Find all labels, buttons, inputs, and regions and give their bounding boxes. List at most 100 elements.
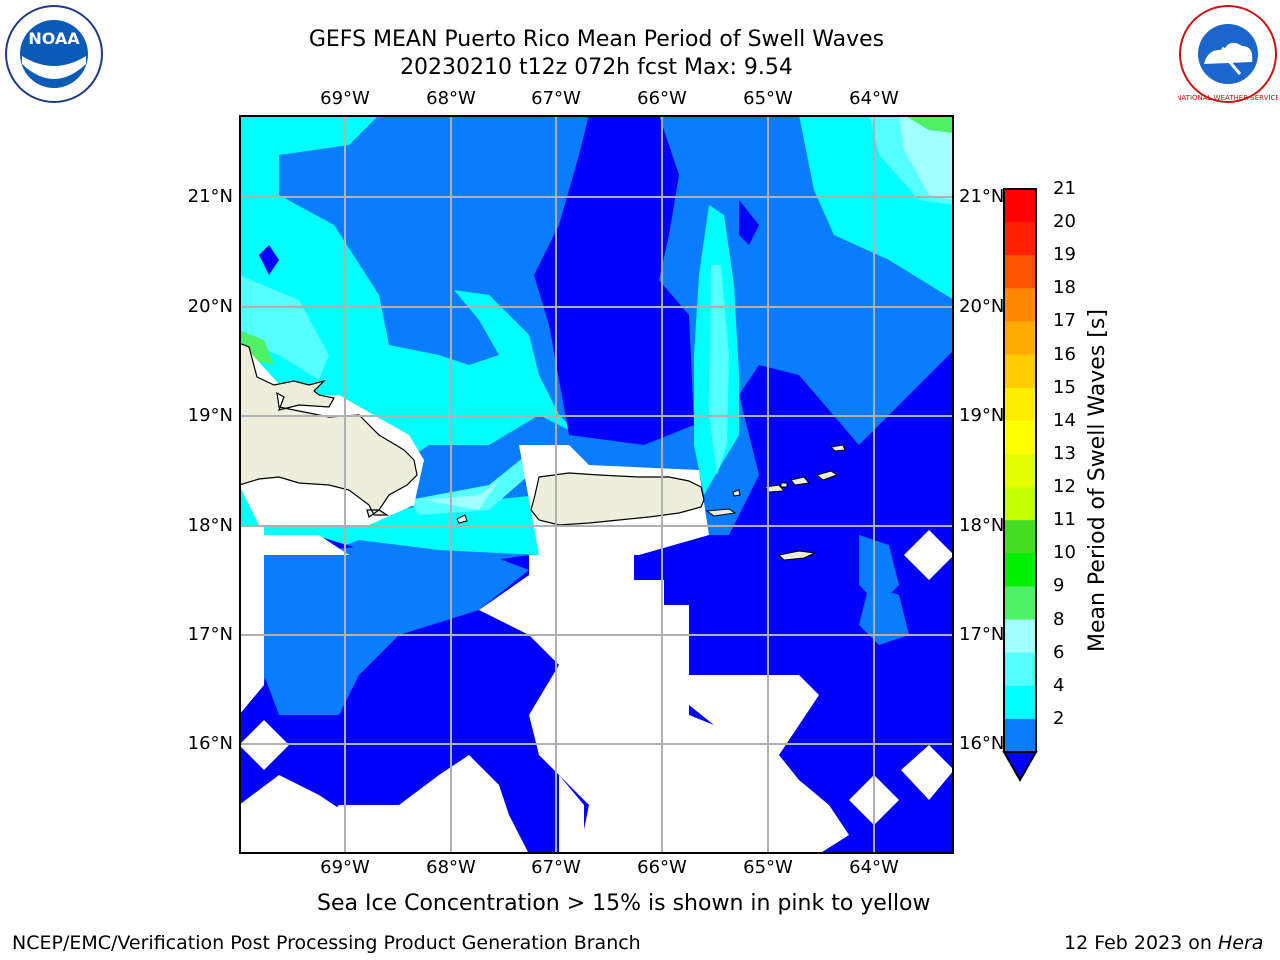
colorbar-segment bbox=[1004, 354, 1036, 389]
pale-cyan-mona bbox=[424, 480, 499, 510]
colorbar-segment bbox=[1004, 685, 1036, 720]
vieques-island bbox=[705, 508, 737, 517]
lat-label-right-16n: 16°N bbox=[959, 733, 1005, 754]
colorbar-tick-label: 18 bbox=[1053, 277, 1076, 299]
colorbar-segment bbox=[1004, 420, 1036, 455]
colorbar-segment bbox=[1004, 520, 1036, 554]
colorbar-frame bbox=[1003, 188, 1037, 753]
colorbar-tick-label: 8 bbox=[1053, 608, 1065, 630]
pale-cyan-ne bbox=[899, 115, 954, 200]
lat-label-left-16n: 16°N bbox=[187, 733, 233, 754]
lon-label-bottom-69w: 69°W bbox=[320, 857, 370, 878]
no-data-south-mid bbox=[559, 775, 584, 854]
colorbar bbox=[1002, 188, 1038, 783]
colorbar-tick-label: 15 bbox=[1053, 376, 1076, 398]
tortola-island bbox=[815, 470, 839, 481]
sea-ice-note: Sea Ice Concentration > 15% is shown in … bbox=[317, 891, 931, 916]
colorbar-segment bbox=[1004, 189, 1036, 223]
colorbar-tick-label: 21 bbox=[1053, 178, 1076, 199]
chart-subtitle: 20230210 t12z 072h fcst Max: 9.54 bbox=[400, 55, 793, 80]
colorbar-segment bbox=[1004, 321, 1036, 356]
footer-branch: NCEP/EMC/Verification Post Processing Pr… bbox=[12, 932, 641, 954]
lon-label-bottom-67w: 67°W bbox=[531, 857, 581, 878]
colorbar-tick-label: 4 bbox=[1053, 674, 1065, 696]
hispaniola-land bbox=[239, 342, 418, 518]
colorbar-segment bbox=[1004, 288, 1036, 322]
colorbar-title: Mean Period of Swell Waves [s] bbox=[1085, 309, 1110, 652]
noaa-logo-text: NOAA bbox=[28, 29, 80, 48]
culebra-island bbox=[732, 489, 741, 497]
puerto-rico-land bbox=[530, 472, 705, 526]
anegada-island bbox=[829, 444, 846, 452]
green-patch-ne bbox=[904, 115, 954, 133]
nws-logo: NATIONAL WEATHER SERVICE bbox=[1178, 5, 1278, 103]
lon-label-bottom-64w: 64°W bbox=[849, 857, 899, 878]
colorbar-tick-label: 6 bbox=[1053, 641, 1065, 663]
noaa-logo: NOAA bbox=[5, 5, 103, 103]
colorbar-segment bbox=[1004, 586, 1036, 621]
lat-label-left-17n: 17°N bbox=[187, 624, 233, 645]
st-croix-island bbox=[777, 550, 817, 561]
mid-blue-southeast-2 bbox=[859, 585, 909, 645]
colorbar-segment bbox=[1004, 487, 1036, 521]
no-data-south-left bbox=[319, 755, 529, 854]
footer-machine: Hera bbox=[1218, 932, 1264, 954]
colorbar-segment bbox=[1004, 255, 1036, 289]
no-data-west bbox=[239, 535, 349, 555]
lat-label-right-18n: 18°N bbox=[959, 515, 1005, 536]
mid-blue-south bbox=[264, 545, 529, 715]
lat-label-right-20n: 20°N bbox=[959, 296, 1005, 317]
colorbar-segment bbox=[1004, 652, 1036, 687]
colorbar-segment bbox=[1004, 453, 1036, 488]
lat-label-right-21n: 21°N bbox=[959, 186, 1005, 207]
colorbar-tick-label: 11 bbox=[1053, 509, 1076, 531]
lon-label-top-66w: 66°W bbox=[637, 88, 687, 109]
lon-label-top-69w: 69°W bbox=[320, 88, 370, 109]
lon-label-bottom-66w: 66°W bbox=[637, 857, 687, 878]
colorbar-tick-label: 10 bbox=[1053, 542, 1076, 564]
colorbar-extend-triangle bbox=[1002, 751, 1038, 783]
lon-label-top-68w: 68°W bbox=[426, 88, 476, 109]
colorbar-tick-label: 2 bbox=[1053, 707, 1065, 729]
colorbar-tick-label: 13 bbox=[1053, 442, 1076, 464]
light-cyan-nw bbox=[239, 275, 329, 380]
lon-label-bottom-68w: 68°W bbox=[426, 857, 476, 878]
colorbar-segment bbox=[1004, 718, 1036, 753]
footer-date: 12 Feb 2023 on Hera bbox=[1064, 932, 1263, 954]
colorbar-segment bbox=[1004, 387, 1036, 422]
no-data-sw-edge bbox=[239, 525, 264, 715]
deep-blue-east-of-channel bbox=[739, 200, 759, 245]
footer-date-text: 12 Feb 2023 on bbox=[1064, 932, 1212, 954]
no-data-se-diamond-2 bbox=[901, 745, 954, 800]
chart-title: GEFS MEAN Puerto Rico Mean Period of Swe… bbox=[308, 27, 885, 52]
small-islets bbox=[780, 482, 788, 488]
colorbar-segment bbox=[1004, 553, 1036, 587]
no-data-se-diamond-1 bbox=[904, 530, 954, 580]
colorbar-tick-label: 20 bbox=[1053, 211, 1076, 233]
colorbar-segment bbox=[1004, 222, 1036, 256]
green-patch-west bbox=[239, 330, 274, 365]
lon-label-bottom-65w: 65°W bbox=[743, 857, 793, 878]
lon-label-top-67w: 67°W bbox=[531, 88, 581, 109]
no-data-bottom-center bbox=[609, 675, 849, 854]
colorbar-tick-label: 16 bbox=[1053, 343, 1076, 365]
light-cyan-channel bbox=[709, 265, 729, 475]
colorbar-tick-label: 9 bbox=[1053, 575, 1065, 597]
colorbar-tick-label: 14 bbox=[1053, 409, 1076, 431]
map-frame bbox=[239, 115, 954, 854]
lon-label-top-65w: 65°W bbox=[743, 88, 793, 109]
colorbar-tick-label: 12 bbox=[1053, 476, 1076, 498]
map-gridlines bbox=[239, 115, 954, 854]
colorbar-tick-label: 17 bbox=[1053, 310, 1076, 332]
st-john-island bbox=[790, 476, 810, 486]
lat-label-left-19n: 19°N bbox=[187, 405, 233, 426]
lat-label-left-20n: 20°N bbox=[187, 296, 233, 317]
colorbar-tick-label: 19 bbox=[1053, 244, 1076, 266]
lat-label-left-18n: 18°N bbox=[187, 515, 233, 536]
lat-label-right-19n: 19°N bbox=[959, 405, 1005, 426]
nws-logo-text: NATIONAL WEATHER SERVICE bbox=[1178, 94, 1278, 102]
forecast-map bbox=[239, 115, 954, 854]
light-cyan-mona bbox=[409, 445, 539, 515]
lon-label-top-64w: 64°W bbox=[849, 88, 899, 109]
lat-label-right-17n: 17°N bbox=[959, 624, 1005, 645]
